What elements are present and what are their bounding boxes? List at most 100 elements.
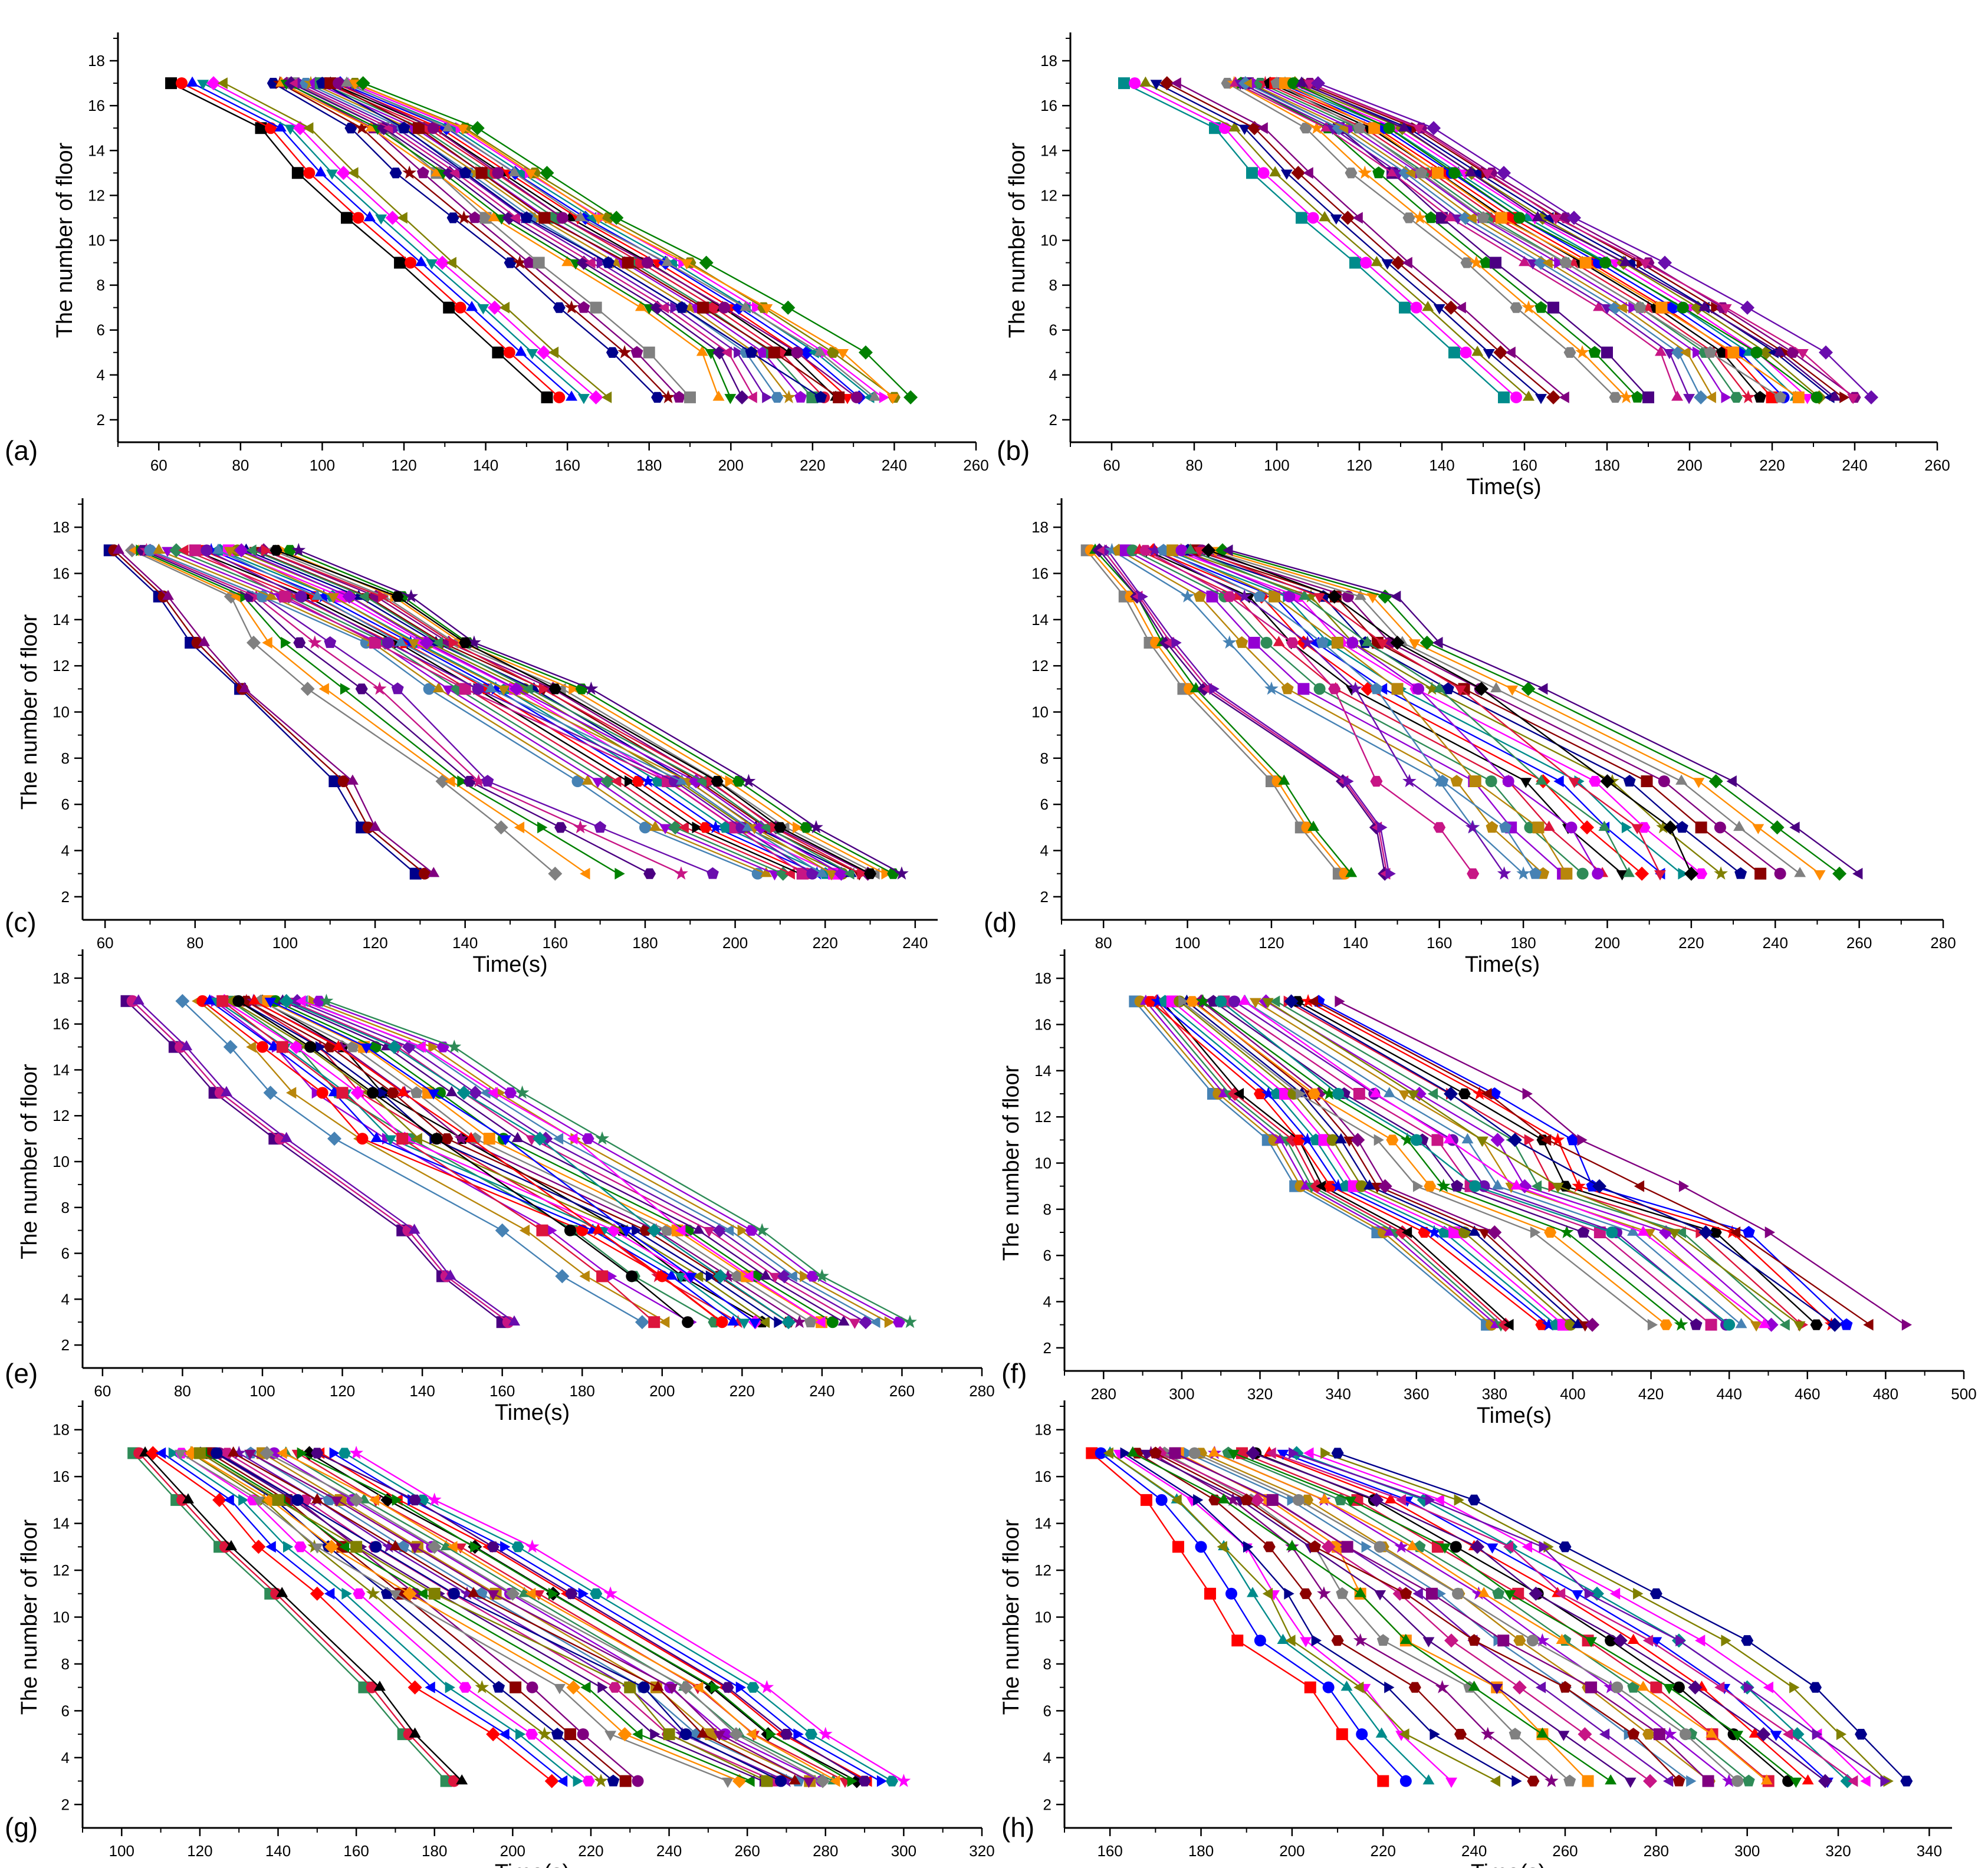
circle-marker — [577, 1728, 589, 1741]
square-marker — [1140, 1494, 1152, 1506]
series-line — [170, 83, 548, 398]
hexagon-marker — [1186, 996, 1199, 1007]
y-tick-label: 14 — [1034, 1515, 1051, 1532]
triangle-down-marker — [1439, 1543, 1451, 1554]
triangle-right-marker — [341, 1587, 352, 1600]
hexagon-marker — [1324, 1180, 1337, 1192]
triangle-left-marker — [1555, 1587, 1566, 1600]
triangle-down-marker — [1847, 394, 1859, 404]
square-marker — [1702, 1775, 1714, 1787]
triangle-up-marker — [1247, 1587, 1258, 1597]
diamond-marker — [544, 1774, 559, 1788]
star-marker — [595, 1131, 609, 1145]
diamond-marker — [279, 994, 294, 1008]
diamond-marker — [540, 166, 554, 180]
series-line — [300, 83, 766, 398]
triangle-right-marker — [1621, 821, 1632, 834]
triangle-left-marker — [1852, 867, 1863, 880]
triangle-up-marker — [508, 166, 520, 177]
triangle-left-marker — [1307, 995, 1319, 1008]
y-tick-label: 8 — [1043, 1655, 1051, 1673]
hexagon-marker — [1454, 1729, 1467, 1740]
triangle-up-marker — [574, 211, 587, 222]
triangle-up-marker — [1398, 121, 1410, 131]
triangle-up-marker — [1598, 820, 1611, 831]
star-marker — [683, 300, 697, 314]
square-marker — [1469, 775, 1481, 787]
square-marker — [1341, 1541, 1353, 1553]
star-marker — [708, 820, 723, 834]
hexagon-marker — [1424, 1180, 1437, 1192]
square-marker — [1601, 346, 1613, 359]
triangle-left-marker — [445, 775, 455, 787]
triangle-right-marker — [1721, 391, 1731, 403]
y-tick-label: 12 — [52, 1107, 70, 1124]
triangle-right-marker — [281, 637, 291, 649]
triangle-up-marker — [837, 1315, 850, 1326]
diamond-marker — [1600, 774, 1615, 788]
triangle-up-marker — [1523, 390, 1534, 401]
triangle-up-marker — [446, 1086, 458, 1097]
hexagon-marker — [1299, 1588, 1312, 1599]
y-tick-label: 4 — [97, 366, 105, 384]
y-tick-label: 6 — [1040, 795, 1049, 813]
triangle-up-marker — [225, 1540, 237, 1551]
series-line — [1155, 1452, 1680, 1782]
x-axis-title: Time(s) — [1466, 475, 1541, 499]
series — [174, 1449, 734, 1788]
triangle-left-marker — [514, 821, 525, 834]
y-tick-label: 10 — [88, 232, 105, 249]
x-tick-label: 160 — [543, 934, 568, 952]
star-marker — [594, 1774, 608, 1787]
star-marker — [382, 1539, 396, 1553]
series — [333, 77, 863, 403]
triangle-left-marker — [432, 637, 443, 649]
circle-marker — [1606, 1226, 1618, 1238]
circle-marker — [303, 167, 316, 179]
star-marker — [447, 1040, 462, 1053]
x-tick-label: 200 — [1595, 934, 1620, 952]
series-line — [1194, 1001, 1586, 1326]
triangle-left-marker — [339, 1541, 350, 1553]
x-tick-label: 160 — [554, 456, 580, 474]
series-line — [1100, 1452, 1407, 1782]
x-tick-label: 120 — [330, 1382, 355, 1400]
circle-marker — [1095, 1447, 1107, 1459]
triangle-up-marker — [1478, 1587, 1490, 1597]
circle-marker — [232, 995, 245, 1007]
pentagon-marker — [1376, 1634, 1389, 1646]
circle-marker — [638, 1681, 650, 1693]
triangle-down-marker — [456, 124, 469, 135]
diamond-marker — [1567, 211, 1581, 225]
pentagon-marker — [1627, 1728, 1640, 1739]
hexagon-marker — [1810, 1319, 1823, 1330]
triangle-left-marker — [447, 1541, 458, 1553]
star-marker — [307, 635, 322, 649]
square-marker — [350, 1541, 363, 1553]
hexagon-marker — [732, 775, 745, 787]
series — [1335, 995, 1912, 1331]
hexagon-marker — [1513, 1635, 1526, 1646]
triangle-down-marker — [326, 169, 338, 180]
x-tick-label: 260 — [1846, 934, 1872, 952]
triangle-up-marker — [816, 867, 828, 877]
triangle-left-marker — [1680, 346, 1691, 359]
series — [1331, 1448, 1913, 1787]
diamond-marker — [487, 300, 502, 315]
x-tick-label: 120 — [1346, 456, 1372, 474]
diamond-marker — [356, 76, 370, 91]
x-tick-label: 280 — [1644, 1842, 1669, 1860]
star-marker — [903, 1314, 917, 1328]
triangle-down-marker — [1813, 870, 1826, 881]
triangle-left-marker — [1522, 1541, 1532, 1553]
triangle-up-marker — [692, 1224, 705, 1234]
x-tick-label: 60 — [97, 934, 114, 952]
circle-marker — [144, 544, 156, 557]
triangle-up-marker — [1375, 1727, 1388, 1738]
triangle-up-marker — [113, 543, 124, 554]
y-tick-label: 18 — [1031, 518, 1049, 536]
circle-marker — [1195, 1541, 1207, 1553]
triangle-right-marker — [1373, 1134, 1384, 1146]
triangle-up-marker — [370, 1132, 383, 1142]
y-tick-label: 2 — [97, 411, 105, 429]
